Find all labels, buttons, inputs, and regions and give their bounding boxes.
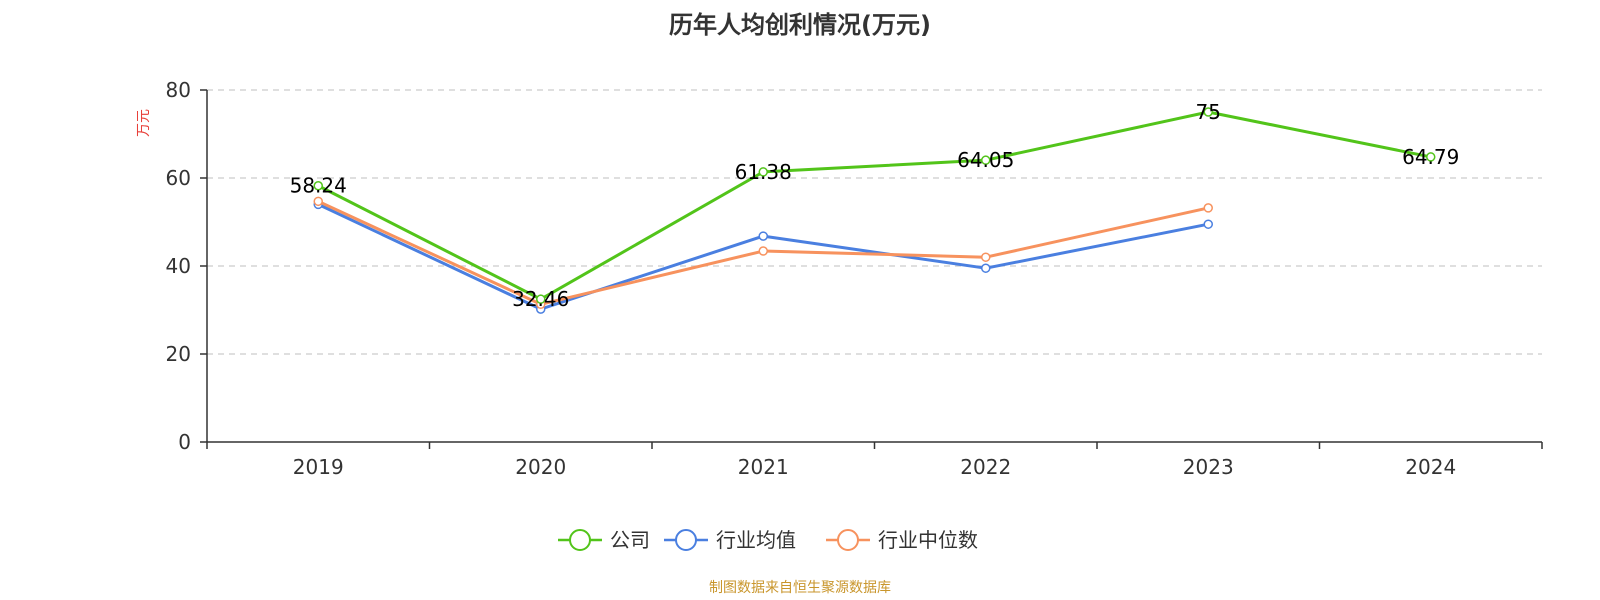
data-label: 64.79 (1402, 145, 1459, 169)
axes: 0 20 40 60 80 2019 2020 2021 2022 2023 2024 (166, 78, 1543, 479)
data-label: 61.38 (735, 160, 792, 184)
series-line-industry_avg (317, 203, 1209, 311)
x-tick-label: 2023 (1183, 455, 1234, 479)
point-company (758, 167, 768, 177)
point-industry_median (758, 246, 768, 256)
point-industry_avg (1203, 219, 1213, 229)
y-axis-unit-label: 万元 (136, 109, 152, 137)
data-label: 75 (1196, 100, 1221, 124)
legend-label: 公司 (610, 528, 650, 552)
x-tick-label: 2021 (738, 455, 789, 479)
y-tick-label: 0 (178, 430, 191, 454)
legend-label: 行业均值 (716, 528, 796, 552)
x-tick-label: 2020 (515, 455, 566, 479)
gridlines (207, 89, 1542, 355)
point-industry_median (313, 196, 323, 207)
point-company (536, 294, 546, 304)
data-labels: 58.24 32.46 61.38 64.05 75 64.79 (290, 100, 1460, 311)
legend-marker (675, 529, 697, 551)
legend[interactable]: 公司 行业均值 行业中位数 (558, 528, 978, 552)
legend-item-industry_median[interactable]: 行业中位数 (826, 528, 978, 552)
y-tick-label: 40 (166, 254, 191, 278)
legend-marker (837, 529, 859, 551)
point-company (1203, 107, 1213, 117)
y-tick-label: 80 (166, 78, 191, 102)
point-industry_avg (981, 263, 991, 273)
series-line-company (317, 110, 1432, 301)
point-company (313, 180, 323, 191)
data-label: 64.05 (957, 148, 1014, 172)
x-tick-label: 2022 (960, 455, 1011, 479)
y-tick-label: 60 (166, 166, 191, 190)
x-tick-label: 2024 (1405, 455, 1456, 479)
point-company (981, 155, 991, 165)
point-company (1426, 152, 1436, 162)
legend-label: 行业中位数 (878, 528, 978, 552)
legend-marker (569, 529, 591, 551)
point-industry_median (1203, 203, 1213, 213)
point-industry_avg (758, 231, 768, 241)
source-note: 制图数据来自恒生聚源数据库 (709, 580, 891, 596)
data-label: 32.46 (512, 287, 569, 311)
x-tick-label: 2019 (293, 455, 344, 479)
series-group (313, 107, 1436, 314)
chart-title: 历年人均创利情况(万元) (669, 11, 931, 39)
legend-item-company[interactable]: 公司 (558, 528, 650, 552)
legend-item-industry_avg[interactable]: 行业均值 (664, 528, 796, 552)
y-tick-label: 20 (166, 342, 191, 366)
point-industry_median (981, 252, 991, 262)
data-label: 58.24 (290, 174, 347, 198)
